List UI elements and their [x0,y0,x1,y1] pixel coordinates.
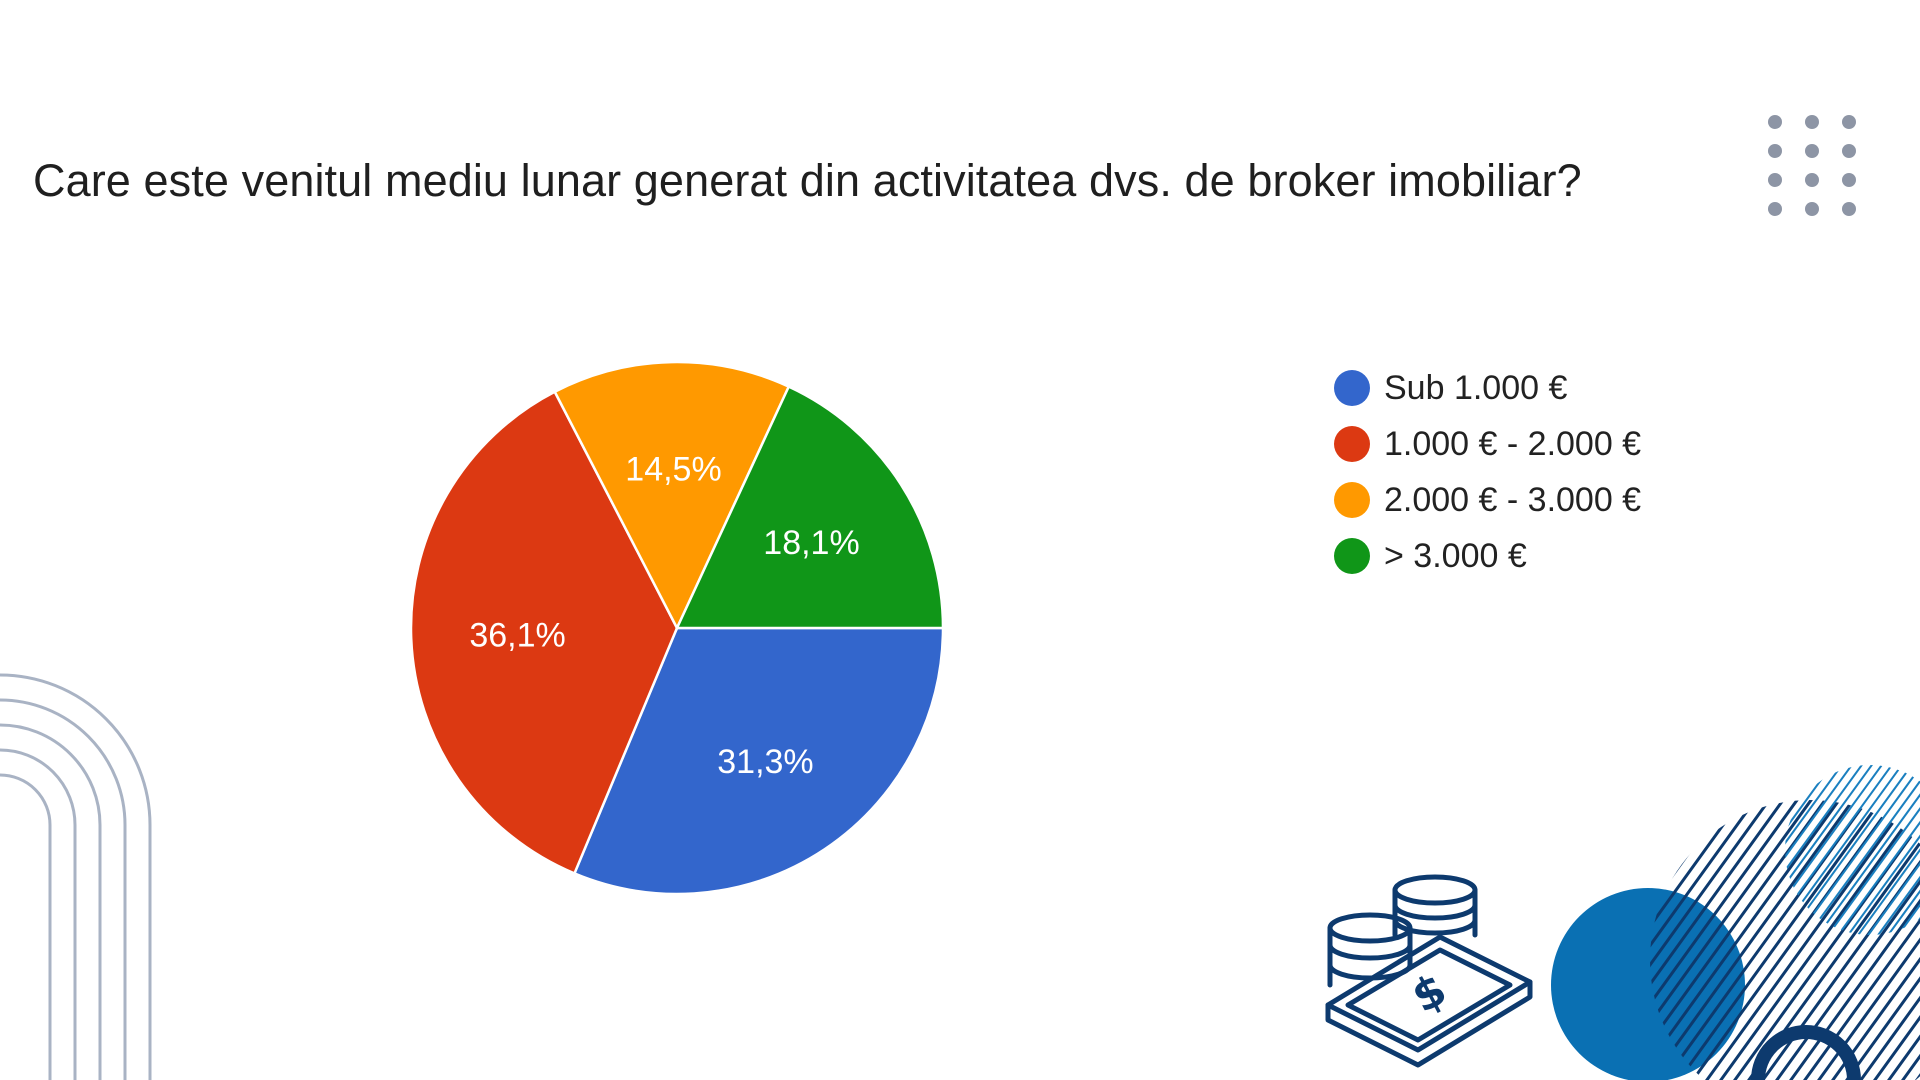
stripe-line [1872,800,1920,1080]
stripe-line-light [1785,765,1871,935]
stripe-line-light [1859,765,1920,935]
dark-arc-decoration [1751,1025,1861,1080]
grid-dot [1768,202,1782,216]
grid-dot [1805,202,1819,216]
stripe-line [1830,800,1920,1080]
stripe-line [1732,800,1920,1080]
stripe-line [1788,800,1920,1080]
stripe-line [1816,800,1920,1080]
grid-dot [1805,144,1819,158]
stripe-line-light [1849,765,1920,935]
stripe-line [1650,800,1842,1080]
pie-data-label-1000-2000: 36,1% [469,617,565,655]
pie-data-label-sub-1000: 31,3% [717,743,813,781]
stripe-line [1760,800,1920,1080]
stripe-line-light [1785,765,1891,935]
stripe-line-light [1839,765,1920,935]
grid-dot [1768,115,1782,129]
pie-slice-sub-1000 [572,626,945,896]
legend-label: 1.000 € - 2.000 € [1384,424,1642,463]
stripe-line [1650,800,1828,1080]
stripe-line [1650,800,1786,1080]
chart-legend: Sub 1.000 € 1.000 € - 2.000 € 2.000 € - 3.… [1334,360,1641,584]
stripe-line-light [1829,765,1920,935]
stripe-line-light [1819,765,1920,935]
grid-dot [1805,115,1819,129]
money-coins-icon [1325,874,1533,1068]
dot-grid-decoration [1768,115,1856,216]
stripe-line [1844,800,1920,1080]
arch-line [0,773,52,1080]
stripe-line-light [1785,765,1901,935]
stripe-line [1650,800,1800,1080]
grid-dot [1842,202,1856,216]
stripe-line [1650,800,1814,1080]
legend-item: 2.000 € - 3.000 € [1334,472,1641,528]
stripe-line [1650,800,1912,1080]
legend-label: 2.000 € - 3.000 € [1384,480,1642,519]
pie-data-label-over-3000: 18,1% [763,524,859,562]
legend-item: > 3.000 € [1334,528,1641,584]
grid-dot [1805,173,1819,187]
legend-label: > 3.000 € [1384,536,1527,575]
legend-label: Sub 1.000 € [1384,368,1568,407]
stripe-line [1704,800,1920,1080]
legend-swatch [1334,482,1370,518]
arch-line [0,723,102,1080]
stripe-line [1858,800,1920,1080]
pie-slice-1000-2000 [409,390,679,876]
page-title: Care este venitul mediu lunar generat di… [33,155,1582,206]
pie-data-label-2000-3000: 14,5% [625,450,721,488]
grid-dot [1842,144,1856,158]
stripe-line [1774,800,1920,1080]
pie-slice-over-3000 [675,384,945,630]
blue-circle-decoration [1551,888,1745,1080]
arches-decoration [0,673,152,1080]
pie-slice-2000-3000 [553,360,791,631]
legend-swatch [1334,370,1370,406]
arch-line [0,673,152,1080]
legend-swatch [1334,426,1370,462]
stripe-line-light [1869,765,1920,935]
arch-line [0,698,127,1080]
arch-line [0,748,77,1080]
stripe-line-light [1809,765,1920,935]
grid-dot [1842,115,1856,129]
legend-swatch [1334,538,1370,574]
grid-dot [1842,173,1856,187]
stripe-line-light [1785,765,1861,935]
stripe-line-light [1879,765,1920,935]
grid-dot [1768,144,1782,158]
stripe-line [1746,800,1920,1080]
stripe-line-light [1785,765,1911,935]
legend-item: Sub 1.000 € [1334,360,1641,416]
legend-item: 1.000 € - 2.000 € [1334,416,1641,472]
stripe-line-light [1785,765,1881,935]
grid-dot [1768,173,1782,187]
